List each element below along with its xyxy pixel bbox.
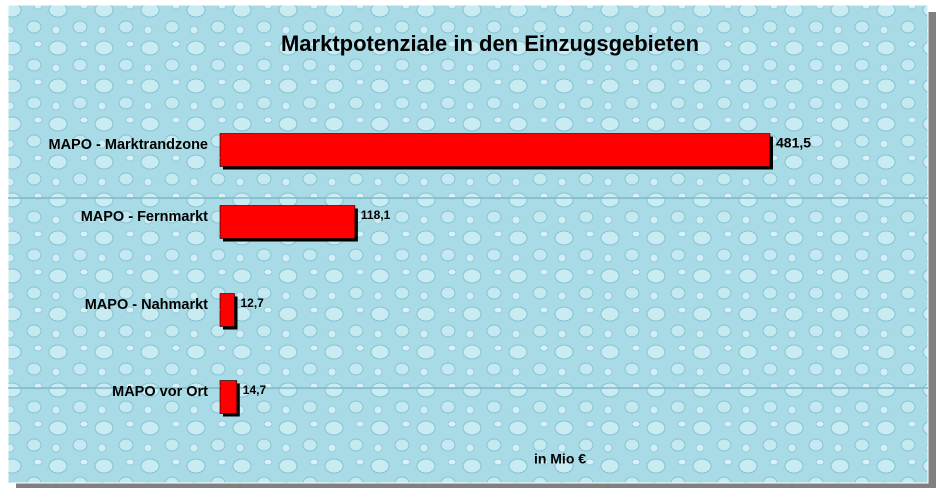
bar bbox=[219, 380, 238, 414]
value-label: 118,1 bbox=[361, 208, 391, 222]
category-text: MAPO - Marktrandzone bbox=[48, 137, 208, 153]
x-axis-label: in Mio € bbox=[534, 451, 586, 467]
category-label: MAPO - Marktrandzone bbox=[10, 110, 208, 180]
bar bbox=[219, 133, 771, 167]
category-text: MAPO vor Ort bbox=[112, 384, 208, 400]
value-label: 12,7 bbox=[241, 296, 265, 310]
category-text: MAPO - Fernmarkt bbox=[80, 209, 208, 225]
value-label: 14,7 bbox=[243, 383, 267, 397]
category-text: MAPO - Nahmarkt bbox=[84, 297, 208, 313]
category-label: MAPO - Nahmarkt bbox=[10, 270, 208, 340]
category-label: MAPO - Fernmarkt bbox=[10, 182, 208, 252]
category-label: MAPO vor Ort bbox=[10, 357, 208, 427]
value-label: 481,5 bbox=[776, 135, 811, 151]
bar bbox=[219, 293, 235, 327]
bar bbox=[219, 205, 356, 239]
chart-title: Marktpotenziale in den Einzugsgebieten bbox=[281, 31, 699, 56]
plot-background bbox=[7, 4, 929, 484]
